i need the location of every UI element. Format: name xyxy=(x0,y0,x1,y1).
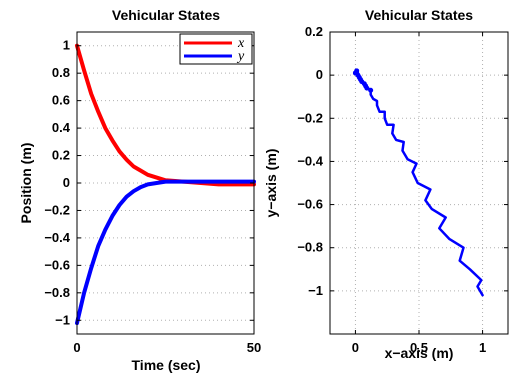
left-y-tick-label: 1 xyxy=(63,38,70,53)
left-series-line-x xyxy=(75,43,256,187)
right-y-tick-label: −0.6 xyxy=(297,197,323,212)
left-y-tick-label: 0.4 xyxy=(52,120,71,135)
left-y-tick-label: −1 xyxy=(55,312,70,327)
left-y-axis-label: Position (m) xyxy=(18,143,34,224)
right-ticks: 0.2 0 −0.2 −0.4 −0.6 −0.8 −1 0 0.5 1 xyxy=(297,24,508,355)
left-ticks: 10.80.60.40.20−0.2−0.4−0.6−0.8−10 50 xyxy=(44,32,261,355)
left-x-tick-label: 0 xyxy=(73,340,80,355)
left-chart: Vehicular States 1 0.8 0.6 0.4 0.2 0 −0.2 −0.4 −… xyxy=(18,7,261,373)
left-y-tick-label: 0.6 xyxy=(52,93,70,108)
right-y-tick-label: −0.8 xyxy=(297,240,323,255)
legend-label-y: y xyxy=(236,49,245,64)
right-series-point xyxy=(352,70,358,76)
right-y-tick-label: −0.2 xyxy=(297,110,323,125)
left-y-tick-label: −0.8 xyxy=(44,285,70,300)
right-x-tick-label: 0.5 xyxy=(410,340,428,355)
right-series xyxy=(352,68,484,297)
right-chart: Vehicular States 0.20−0.2−0.4−0.6−0.8−10… xyxy=(263,7,509,361)
right-y-tick-label: −1 xyxy=(308,283,323,298)
right-x-axis-label: x−axis (m) xyxy=(385,345,454,361)
right-chart-title: Vehicular States xyxy=(365,7,473,23)
right-y-tick-label: −0.4 xyxy=(297,153,323,168)
right-series-point xyxy=(368,87,374,93)
left-y-tick-label: −0.6 xyxy=(44,257,70,272)
left-series xyxy=(75,43,256,325)
left-legend: x y xyxy=(179,33,253,65)
left-y-tick-label: 0 xyxy=(63,175,70,190)
left-y-tick-label: −0.4 xyxy=(44,230,70,245)
left-chart-title: Vehicular States xyxy=(112,7,220,23)
left-y-tick-label: −0.2 xyxy=(44,202,70,217)
left-y-tick-label: 0.2 xyxy=(52,148,70,163)
left-x-tick-label: 50 xyxy=(247,340,261,355)
right-y-tick-label: 0 xyxy=(316,67,323,82)
legend-label-x: x xyxy=(237,36,245,51)
left-x-axis-label: Time (sec) xyxy=(132,357,201,373)
left-series-line-y xyxy=(75,179,256,325)
right-y-tick-label: 0.2 xyxy=(305,24,323,39)
legend-box xyxy=(179,33,253,65)
right-x-tick-label: 0 xyxy=(352,340,359,355)
right-y-axis-label: y−axis (m) xyxy=(263,149,279,218)
left-y-tick-label: 0.8 xyxy=(52,65,70,80)
right-x-tick-label: 1 xyxy=(479,340,486,355)
